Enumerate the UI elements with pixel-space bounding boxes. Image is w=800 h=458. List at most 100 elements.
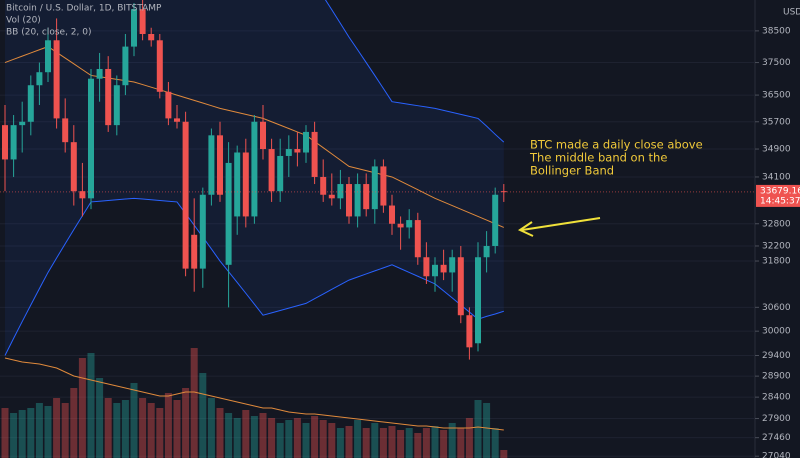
candle-body	[105, 68, 112, 126]
candle-body	[156, 40, 163, 92]
volume-bar	[354, 420, 362, 458]
candle-body	[414, 220, 421, 258]
y-tick-label: 38500	[762, 26, 791, 36]
volume-bar	[147, 403, 155, 458]
candle-body	[2, 125, 8, 160]
candle-body	[53, 40, 60, 119]
y-tick-label: 32200	[762, 241, 791, 251]
candle-body	[191, 234, 198, 269]
candle-body	[475, 257, 481, 344]
volume-bar	[35, 403, 43, 458]
volume-bar	[216, 408, 224, 458]
y-tick-label: 28900	[762, 372, 791, 382]
volume-bar	[431, 426, 439, 458]
candle-body	[337, 184, 344, 199]
volume-bar	[173, 400, 181, 458]
volume-bar	[285, 420, 293, 458]
candle-body	[234, 152, 241, 217]
last-price-tag	[756, 184, 800, 207]
y-tick-label: 27040	[762, 452, 791, 458]
candle-body	[440, 264, 447, 273]
candle-body	[423, 257, 430, 277]
candle-body	[10, 125, 17, 160]
y-tick-label: 31800	[762, 257, 791, 267]
annotation: Bollinger Band	[530, 164, 614, 178]
candle-body	[70, 142, 77, 192]
volume-bar	[44, 406, 52, 458]
candle-body	[328, 194, 335, 199]
candle-body	[182, 121, 189, 269]
volume-bar	[182, 388, 190, 458]
volume-bar	[78, 358, 86, 458]
y-tick-label: 37500	[762, 58, 791, 68]
y-tick-label: 30000	[762, 327, 791, 337]
candle-body	[79, 191, 86, 199]
candle-body	[174, 118, 180, 122]
candle-body	[389, 205, 395, 224]
candle-body	[457, 257, 464, 316]
countdown: 14:45:37	[760, 196, 800, 206]
candle-body	[397, 223, 404, 228]
volume-bar	[302, 423, 310, 458]
volume-bar	[61, 403, 69, 458]
volume-bar	[379, 428, 387, 458]
volume-pane	[1, 348, 508, 458]
volume-bar	[362, 428, 370, 458]
volume-bar	[388, 426, 396, 458]
candle-body	[380, 166, 387, 206]
volume-bar	[422, 428, 430, 458]
volume-bar	[250, 416, 258, 458]
volume-bar	[397, 430, 405, 458]
candle-body	[406, 220, 413, 228]
y-tick-label: 36500	[762, 91, 791, 101]
volume-bar	[164, 393, 172, 458]
candle-body	[139, 9, 146, 34]
volume-bar	[96, 378, 104, 458]
volume-bar	[121, 400, 129, 458]
volume-bar	[70, 388, 78, 458]
candle-body	[242, 152, 249, 217]
price-axis: 38500 37500 36500 35700 34900 34100 32800 32200…	[0, 26, 800, 458]
candle-body	[277, 155, 284, 192]
bb-lower	[4, 197, 504, 356]
volume-bar	[130, 383, 138, 458]
candle-body	[19, 121, 26, 126]
candle-body	[217, 135, 223, 195]
volume-bar	[139, 398, 147, 458]
candle-body	[165, 91, 172, 119]
volume-legend: Vol (20)	[6, 16, 41, 26]
candle-body	[260, 121, 266, 150]
last-price-label: 33679.16	[760, 186, 800, 196]
volume-bar	[371, 423, 379, 458]
volume-bar	[328, 423, 336, 458]
volume-bar	[414, 433, 422, 458]
candles	[2, 0, 507, 360]
candle-body	[268, 149, 275, 192]
candle-body	[45, 40, 51, 73]
candle-body	[492, 194, 499, 246]
candle-body	[449, 257, 456, 273]
volume-bar	[53, 398, 61, 458]
y-tick-label: 34100	[762, 172, 791, 182]
volume-bar	[457, 428, 465, 458]
volume-bar	[1, 408, 9, 458]
candle-body	[122, 46, 129, 86]
candle-body	[483, 245, 490, 258]
volume-bar	[233, 418, 241, 458]
candle-body	[432, 264, 438, 277]
candle-body	[225, 162, 232, 265]
candle-body	[363, 184, 370, 210]
bb-legend: BB (20, close, 2, 0)	[6, 28, 91, 38]
volume-bar	[500, 450, 508, 458]
candle-body	[113, 85, 120, 126]
y-tick-label: 28400	[762, 393, 791, 403]
candle-body	[303, 131, 309, 153]
volume-bar	[311, 416, 319, 458]
candle-body	[27, 85, 34, 122]
volume-bar	[491, 428, 499, 458]
volume-bar	[10, 413, 18, 458]
currency: USD	[783, 8, 800, 18]
volume-bar	[336, 428, 344, 458]
